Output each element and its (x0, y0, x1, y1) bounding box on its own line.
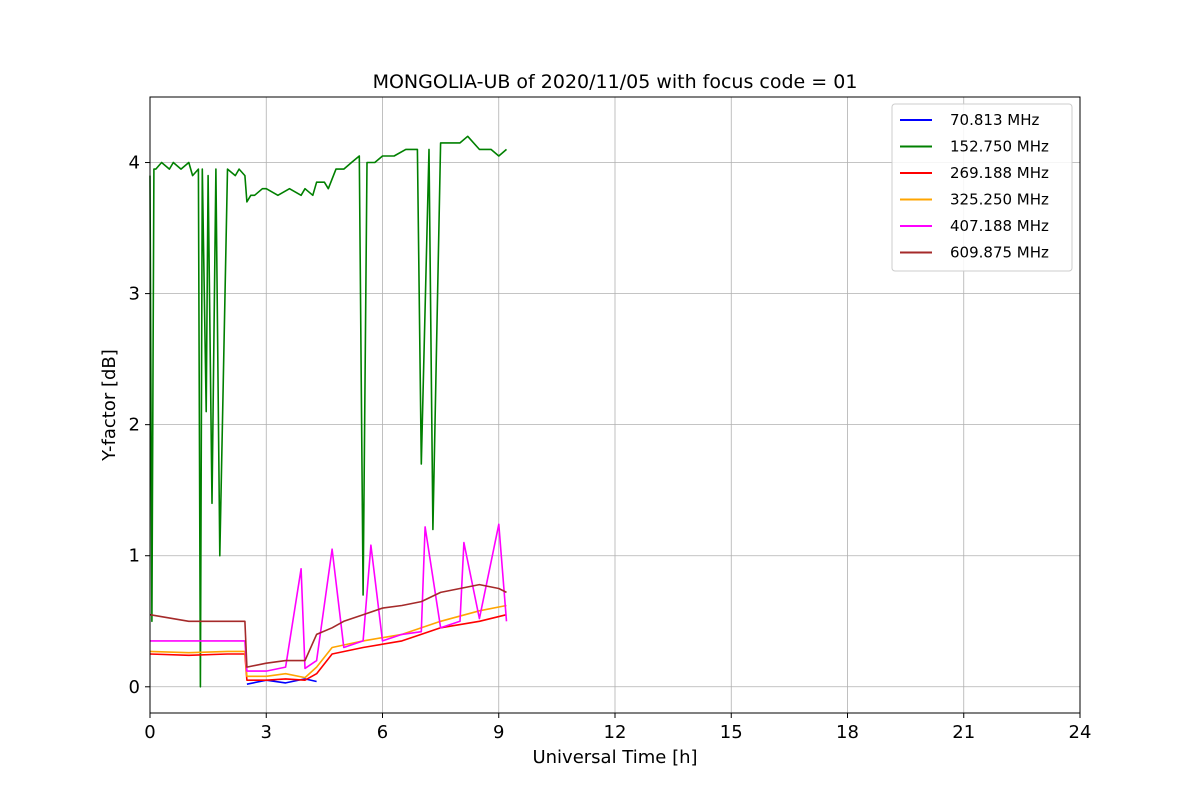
x-tick-label: 24 (1069, 722, 1092, 743)
y-tick-label: 4 (129, 153, 140, 174)
legend-box (891, 103, 1073, 272)
series-line-3 (149, 604, 507, 679)
chart-title: MONGOLIA-UB of 2020/11/05 with focus cod… (373, 71, 858, 93)
series-line-1 (149, 135, 508, 688)
y-tick-label: 2 (129, 415, 140, 436)
plot-series (149, 135, 508, 688)
x-tick-label: 9 (493, 722, 504, 743)
y-tick-label: 3 (129, 284, 140, 305)
x-tick-label: 0 (144, 722, 155, 743)
y-axis-title: Y-factor [dB] (99, 349, 120, 462)
x-tick-label: 21 (952, 722, 975, 743)
legend-label: 325.250 MHz (950, 191, 1049, 209)
legend-label: 269.188 MHz (950, 164, 1049, 182)
legend-label: 152.750 MHz (950, 138, 1049, 156)
x-tick-label: 15 (720, 722, 743, 743)
y-tick-label: 0 (129, 677, 140, 698)
x-axis-title: Universal Time [h] (532, 747, 697, 768)
legend: 70.813 MHz 152.750 MHz 269.188 MHz 325.250 … (891, 103, 1073, 272)
x-tick-label: 3 (261, 722, 272, 743)
series-line-0 (246, 678, 317, 685)
x-tick-label: 18 (836, 722, 859, 743)
legend-label: 609.875 MHz (950, 244, 1049, 262)
x-tick-label: 6 (377, 722, 388, 743)
y-tick-label: 1 (129, 546, 140, 567)
series-line-2 (149, 613, 507, 682)
legend-label: 70.813 MHz (950, 111, 1039, 129)
legend-label: 407.188 MHz (950, 217, 1049, 235)
x-tick-label: 12 (604, 722, 627, 743)
series-line-5 (149, 583, 507, 668)
